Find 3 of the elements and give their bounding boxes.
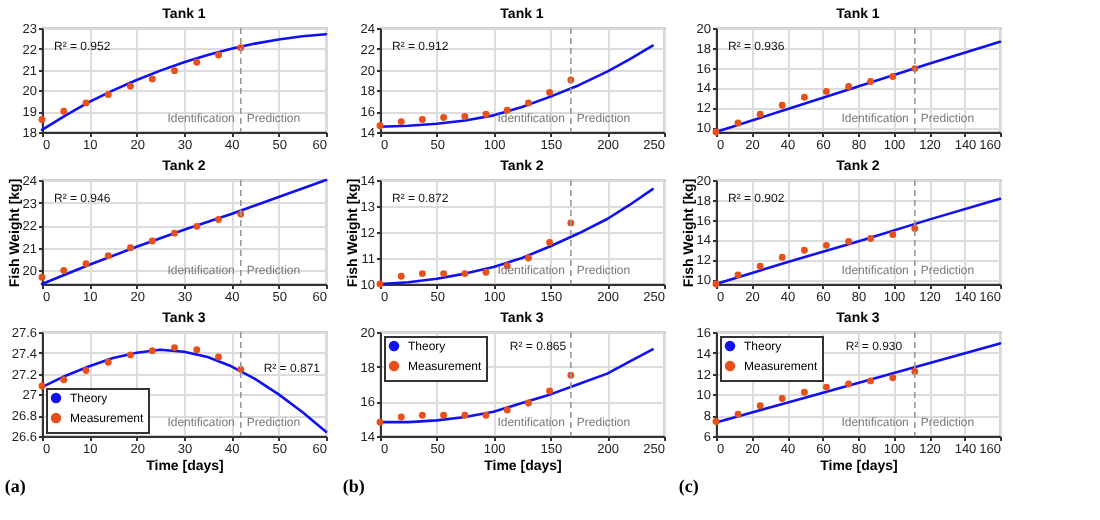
- text: (b): [342, 475, 365, 496]
- text: (a): [4, 475, 26, 496]
- text: (c): [678, 475, 699, 496]
